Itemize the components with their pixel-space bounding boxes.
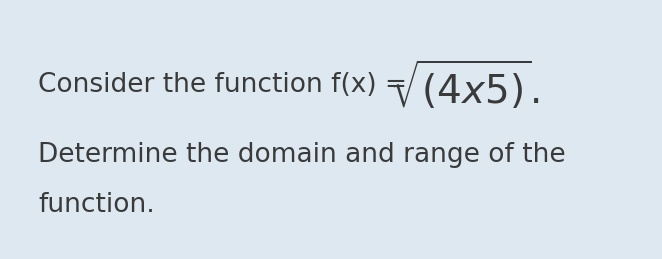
Text: function.: function. [38,192,155,218]
Text: Consider the function f(x) =: Consider the function f(x) = [38,72,415,98]
Text: $\sqrt{(4x5)}$.: $\sqrt{(4x5)}$. [390,58,540,112]
Text: Determine the domain and range of the: Determine the domain and range of the [38,142,565,168]
